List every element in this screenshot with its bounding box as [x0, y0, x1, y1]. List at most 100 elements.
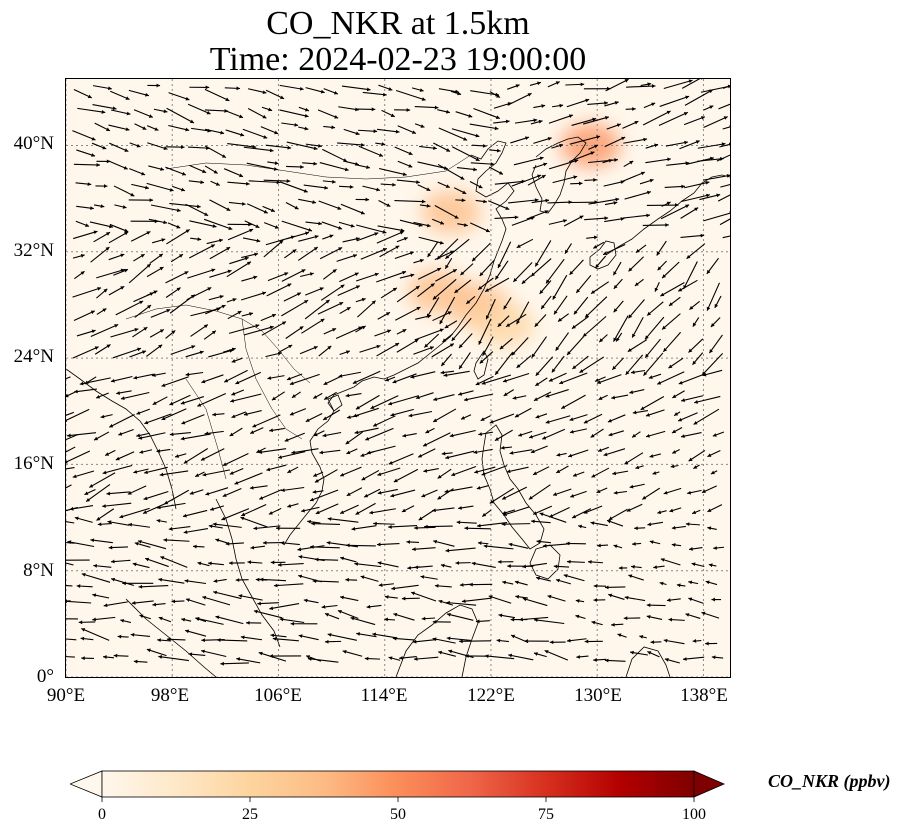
wind-arrow	[499, 338, 513, 350]
wind-arrow	[346, 415, 360, 420]
wind-arrow	[189, 85, 210, 90]
wind-arrow	[676, 583, 686, 588]
wind-arrow	[664, 657, 680, 664]
wind-arrow	[94, 204, 105, 208]
wind-arrow	[322, 234, 334, 240]
wind-arrow	[540, 295, 552, 310]
wind-arrow	[590, 281, 610, 295]
wind-arrow	[262, 205, 276, 213]
wind-arrow	[489, 413, 515, 424]
wind-arrow	[298, 235, 319, 242]
wind-arrow	[707, 450, 721, 458]
wind-arrow	[265, 144, 292, 150]
wind-arrow	[103, 655, 115, 659]
wind-arrow	[247, 560, 263, 565]
wind-arrow	[572, 471, 585, 477]
wind-arrow	[379, 245, 400, 258]
wind-arrow	[406, 540, 420, 544]
wind-arrow	[322, 431, 342, 438]
wind-arrow	[489, 148, 501, 153]
wind-arrow	[568, 449, 589, 458]
wind-arrow	[623, 160, 634, 168]
wind-arrow	[481, 374, 512, 385]
wind-arrow	[671, 449, 680, 454]
wind-arrow	[243, 410, 262, 416]
wind-arrow	[627, 339, 648, 353]
wind-arrow	[109, 223, 129, 233]
wind-arrow	[644, 316, 665, 340]
wind-arrow	[508, 542, 529, 549]
wind-arrow	[652, 471, 660, 475]
wind-arrow	[511, 174, 542, 187]
wind-arrow	[340, 203, 365, 215]
wind-arrow	[345, 577, 358, 582]
wind-arrow	[321, 604, 338, 609]
wind-arrow	[97, 522, 112, 527]
wind-arrow	[703, 173, 730, 181]
wind-arrow	[545, 258, 565, 284]
wind-arrow	[705, 641, 718, 646]
wind-arrow	[646, 203, 679, 208]
wind-arrow	[355, 297, 366, 303]
wind-arrow	[629, 389, 645, 395]
wind-arrow	[106, 491, 130, 496]
wind-arrow	[317, 109, 339, 119]
wind-arrow	[432, 507, 455, 513]
wind-arrow	[188, 244, 216, 259]
wind-arrow	[240, 635, 263, 641]
wind-arrow	[378, 583, 394, 587]
wind-arrow	[370, 395, 399, 410]
wind-arrow	[230, 393, 262, 403]
wind-arrow	[286, 231, 310, 240]
coastline-newguinea	[625, 646, 671, 677]
wind-arrow	[643, 102, 656, 109]
wind-arrow	[66, 562, 74, 566]
y-tick-24n: 24°N	[13, 346, 54, 367]
wind-arrow	[147, 142, 168, 151]
wind-arrow	[323, 375, 342, 386]
wind-arrow	[324, 639, 342, 644]
wind-arrow	[483, 544, 514, 550]
wind-arrow	[227, 310, 242, 320]
wind-arrow	[265, 351, 282, 358]
wind-arrow	[446, 600, 477, 606]
wind-arrow	[72, 470, 95, 479]
wind-arrow	[710, 317, 721, 328]
wind-arrow	[69, 505, 94, 511]
wind-arrow	[575, 274, 592, 294]
wind-arrow	[323, 88, 339, 95]
wind-arrow	[263, 222, 279, 229]
wind-arrow	[202, 469, 230, 477]
wind-arrow	[324, 612, 340, 620]
wind-arrow	[532, 505, 553, 515]
wind-arrow	[435, 268, 458, 282]
wind-arrow	[668, 296, 681, 307]
wind-arrow	[142, 503, 166, 514]
wind-arrow	[322, 179, 336, 184]
wind-arrow	[91, 142, 107, 150]
wind-arrow	[593, 584, 607, 588]
wind-arrow	[488, 166, 504, 175]
wind-arrow	[277, 451, 306, 459]
wind-arrow	[180, 433, 211, 441]
wind-arrow	[139, 614, 151, 620]
wind-arrow	[226, 261, 252, 278]
wind-arrow	[412, 639, 437, 644]
wind-arrow	[548, 159, 579, 170]
wind-arrow	[206, 238, 224, 245]
wind-arrow	[625, 107, 636, 111]
wind-arrow	[412, 547, 436, 552]
wind-arrow	[253, 525, 281, 531]
wind-arrow	[469, 181, 483, 189]
wind-arrow	[100, 414, 113, 419]
wind-arrow	[573, 296, 589, 315]
wind-arrow	[706, 282, 720, 311]
wind-arrow	[598, 334, 608, 343]
wind-arrow	[171, 599, 185, 604]
wind-arrow	[683, 116, 706, 126]
wind-arrow	[470, 162, 495, 166]
wind-arrow	[340, 556, 357, 563]
wind-arrow	[417, 184, 431, 192]
map-title: CO_NKR at 1.5km	[266, 5, 530, 42]
wind-arrow	[72, 346, 99, 359]
